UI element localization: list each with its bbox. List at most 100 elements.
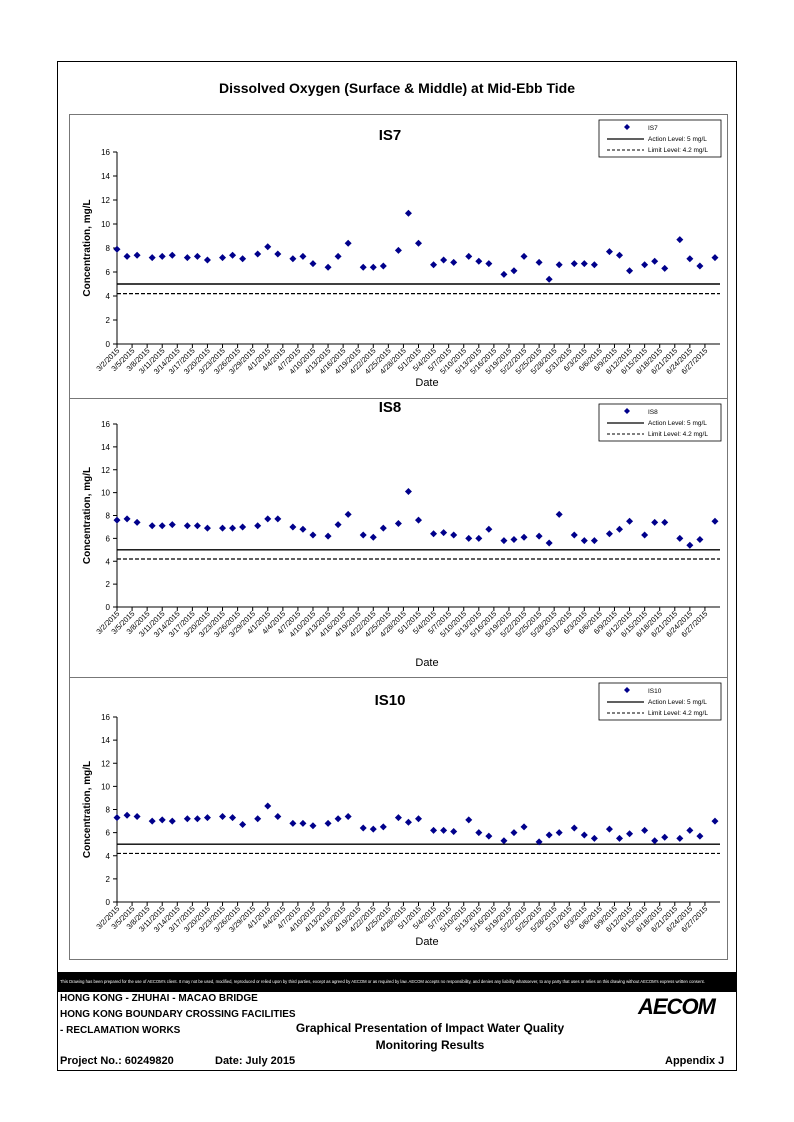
x-axis-label: Date xyxy=(415,377,438,389)
data-point xyxy=(158,252,166,260)
data-point xyxy=(309,260,317,268)
data-point xyxy=(605,825,613,833)
y-tick-label: 8 xyxy=(106,244,111,253)
data-point xyxy=(500,537,508,545)
data-point xyxy=(641,826,649,834)
page-title: Dissolved Oxygen (Surface & Middle) at M… xyxy=(218,80,576,96)
y-tick-label: 0 xyxy=(106,603,111,612)
data-point xyxy=(465,252,473,260)
legend-label-action: Action Level: 5 mg/L xyxy=(648,699,707,706)
y-tick-label: 16 xyxy=(101,713,110,722)
data-point xyxy=(510,536,518,544)
data-point xyxy=(605,248,613,256)
data-point xyxy=(555,261,563,269)
data-point xyxy=(183,254,191,262)
data-point xyxy=(274,812,282,820)
data-point xyxy=(450,531,458,539)
data-point xyxy=(344,239,352,247)
data-point xyxy=(535,532,543,540)
y-tick-label: 4 xyxy=(106,852,111,861)
data-point xyxy=(254,522,262,530)
data-point xyxy=(203,814,211,822)
legend-label-station: IS8 xyxy=(648,409,658,416)
appendix-label: Appendix J xyxy=(665,1055,725,1067)
y-tick-label: 12 xyxy=(101,466,110,475)
y-tick-label: 4 xyxy=(106,557,111,566)
data-point xyxy=(193,252,201,260)
legend-marker-icon xyxy=(624,124,630,130)
y-tick-label: 2 xyxy=(106,580,111,589)
data-point xyxy=(168,251,176,259)
data-point xyxy=(239,255,247,263)
data-point xyxy=(676,236,684,244)
data-point xyxy=(158,522,166,530)
data-point xyxy=(570,260,578,268)
data-point xyxy=(193,522,201,530)
y-axis-label: Concentration, mg/L xyxy=(82,761,93,858)
data-point xyxy=(415,239,422,247)
data-point xyxy=(580,537,588,545)
y-tick-label: 10 xyxy=(101,220,110,229)
data-point xyxy=(299,819,307,827)
report-title-line-2: Monitoring Results xyxy=(375,1038,485,1052)
data-point xyxy=(334,815,342,823)
data-point xyxy=(440,529,448,537)
chart-title: IS8 xyxy=(379,399,402,416)
data-point xyxy=(158,816,166,824)
data-point xyxy=(510,829,518,837)
data-point xyxy=(696,536,704,544)
data-point xyxy=(193,815,201,823)
data-point xyxy=(430,826,438,834)
data-point xyxy=(148,817,156,825)
data-point xyxy=(545,275,553,283)
y-tick-label: 4 xyxy=(106,292,111,301)
legend-label-station: IS7 xyxy=(648,125,658,132)
y-tick-label: 16 xyxy=(101,148,110,157)
data-point xyxy=(254,250,262,258)
data-point xyxy=(229,814,237,822)
y-axis-label: Concentration, mg/L xyxy=(82,199,93,296)
data-point xyxy=(309,531,317,539)
data-point xyxy=(379,262,387,270)
data-point xyxy=(535,258,543,266)
project-line-2: HONG KONG BOUNDARY CROSSING FACILITIES xyxy=(60,1009,296,1020)
x-axis-label: Date xyxy=(415,936,438,948)
x-axis-label: Date xyxy=(415,657,438,669)
data-point xyxy=(520,533,528,541)
data-point xyxy=(334,521,342,529)
data-point xyxy=(616,525,623,533)
data-point xyxy=(203,524,211,532)
data-point xyxy=(324,819,332,827)
data-point xyxy=(500,270,508,278)
data-point xyxy=(651,518,659,526)
page-frame xyxy=(57,61,737,1071)
data-point xyxy=(696,832,704,840)
data-point xyxy=(289,523,297,531)
data-point xyxy=(394,246,402,254)
y-tick-label: 10 xyxy=(101,489,110,498)
data-point xyxy=(219,812,227,820)
y-tick-label: 14 xyxy=(101,443,110,452)
data-point xyxy=(465,816,473,824)
y-tick-label: 2 xyxy=(106,875,111,884)
data-point xyxy=(545,831,553,839)
data-point xyxy=(379,823,387,831)
data-point xyxy=(359,263,367,271)
data-point xyxy=(686,826,694,834)
disclaimer-text: This Drawing has been prepared for the u… xyxy=(57,972,737,992)
legend-marker-icon xyxy=(624,408,630,414)
data-point xyxy=(415,815,422,823)
data-point xyxy=(219,254,227,262)
data-point xyxy=(590,834,598,842)
data-point xyxy=(168,521,176,529)
data-point xyxy=(369,825,377,833)
y-tick-label: 14 xyxy=(101,172,110,181)
data-point xyxy=(274,515,282,523)
legend: IS10 Action Level: 5 mg/L Limit Level: 4.2… xyxy=(598,682,722,721)
data-point xyxy=(203,256,211,264)
legend-marker-icon xyxy=(624,687,630,693)
legend-label-limit: Limit Level: 4.2 mg/L xyxy=(648,710,708,717)
data-point xyxy=(686,541,694,549)
data-point xyxy=(113,245,121,253)
